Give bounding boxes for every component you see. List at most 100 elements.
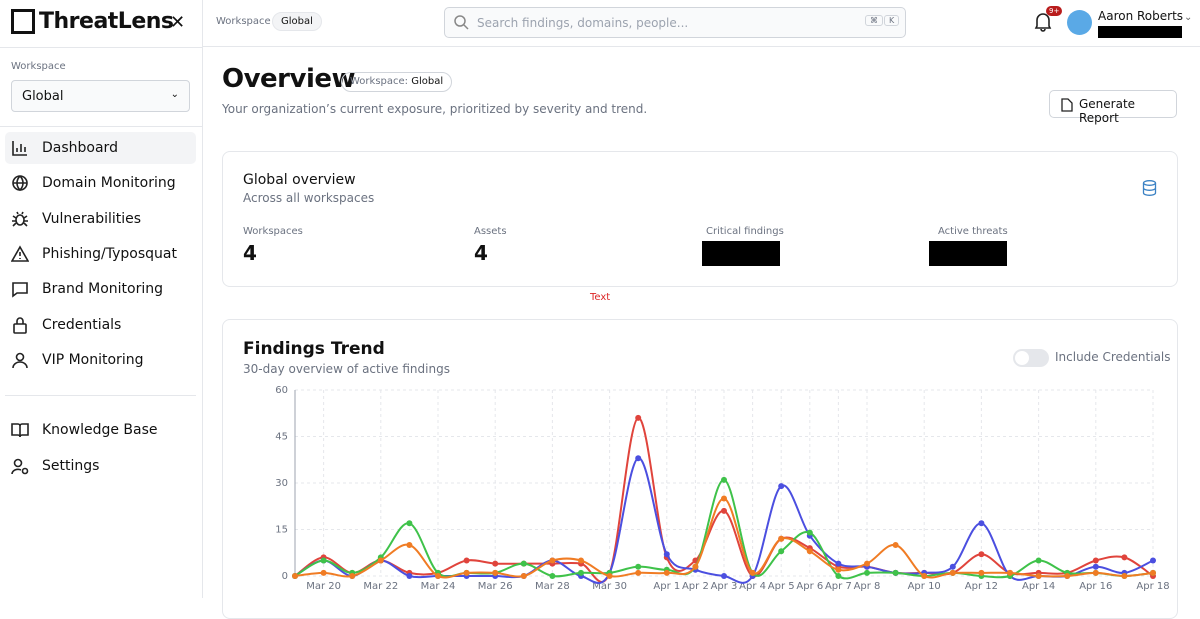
stat-label: Active threats <box>938 226 1008 237</box>
data-point <box>835 566 842 573</box>
data-point <box>1150 557 1156 564</box>
x-tick-label: Apr 16 <box>1079 581 1112 592</box>
stat-label: Critical findings <box>706 226 784 237</box>
kbd: K <box>884 15 900 26</box>
redacted <box>1098 26 1182 38</box>
workspace-badge: Workspace: Global <box>341 72 453 92</box>
data-point <box>1035 573 1042 579</box>
data-point <box>406 573 413 579</box>
nav-item[interactable]: Brand Monitoring <box>5 273 196 305</box>
search-icon <box>454 15 469 30</box>
badge-label: Workspace: <box>350 76 409 87</box>
data-point <box>578 557 584 564</box>
nav-item[interactable]: Domain Monitoring <box>5 167 196 199</box>
card-subtitle: 30-day overview of active findings <box>243 362 450 376</box>
nav-item[interactable]: VIP Monitoring <box>5 344 196 376</box>
data-point <box>721 476 727 483</box>
badge-value: Global <box>411 76 444 87</box>
x-tick-label: Mar 24 <box>421 581 456 592</box>
x-tick-label: Mar 20 <box>306 581 341 592</box>
breadcrumb-chip[interactable]: Global <box>272 12 322 31</box>
x-tick-label: Apr 4 <box>739 581 766 592</box>
stat-value: 4 <box>474 241 488 265</box>
data-point <box>835 560 842 567</box>
data-point <box>349 573 356 579</box>
data-point <box>406 542 413 548</box>
logo[interactable]: ThreatLens <box>11 9 174 34</box>
data-point <box>864 560 870 567</box>
data-point <box>549 573 556 579</box>
data-point <box>406 520 413 527</box>
data-point <box>778 535 785 542</box>
sidebar: ThreatLens ✕ Workspace Global ⌄ Dashboard… <box>0 0 203 598</box>
data-point <box>978 551 985 558</box>
data-point <box>292 573 298 579</box>
data-point <box>1092 557 1099 564</box>
x-tick-label: Apr 1 <box>653 581 680 592</box>
x-tick-label: Apr 18 <box>1136 581 1169 592</box>
x-tick-label: Apr 7 <box>825 581 852 592</box>
data-point <box>778 548 785 555</box>
select-value: Global <box>22 89 64 104</box>
nav-label: Brand Monitoring <box>42 281 164 298</box>
data-point <box>864 569 870 576</box>
generate-report-button[interactable]: Generate Report <box>1049 90 1177 125</box>
nav-item[interactable]: Credentials <box>5 309 196 341</box>
chevron[interactable]: ⌄ <box>1184 12 1193 23</box>
breadcrumb-label: Workspace <box>216 16 271 27</box>
workspace-label: Workspace <box>11 61 66 72</box>
data-point <box>921 573 928 579</box>
logo-mark <box>11 9 35 34</box>
close-button[interactable]: ✕ <box>170 12 186 33</box>
divider <box>0 47 203 48</box>
data-point <box>635 569 642 576</box>
data-point <box>949 569 956 576</box>
x-tick-label: Apr 2 <box>682 581 709 592</box>
nav-item[interactable]: Vulnerabilities <box>5 203 196 235</box>
nav-label: Dashboard <box>42 140 118 156</box>
x-tick-label: Apr 14 <box>1022 581 1055 592</box>
nav-item[interactable]: Settings <box>5 450 196 482</box>
data-point <box>1035 557 1042 564</box>
nav-icon <box>12 141 27 156</box>
nav-item[interactable]: Knowledge Base <box>5 414 196 446</box>
nav-icon <box>11 245 29 262</box>
chevron: ⌄ <box>170 89 179 100</box>
nav-icon <box>12 211 28 227</box>
data-point <box>1064 573 1071 579</box>
data-point <box>892 569 899 576</box>
data-point <box>435 573 441 579</box>
data-point <box>1121 573 1128 579</box>
logo-text: ThreatLens <box>39 9 174 34</box>
nav-label: Knowledge Base <box>42 422 158 438</box>
nav-icon <box>12 282 28 298</box>
chart: 0 15 30 45 60 Mar 20 Mar 22 Mar 24 Mar 26 Mar 28 M… <box>275 385 1169 592</box>
bell-icon[interactable] <box>1034 12 1052 32</box>
redacted <box>929 241 1007 266</box>
data-point <box>806 529 813 536</box>
nav-item[interactable]: Phishing/Typosquat <box>5 238 196 270</box>
data-point <box>635 563 642 570</box>
nav-icon <box>11 423 29 438</box>
x-tick-label: Mar 26 <box>478 581 513 592</box>
data-point <box>949 563 956 570</box>
search-placeholder: Search findings, domains, people... <box>477 16 689 30</box>
workspace-select[interactable]: Global ⌄ <box>11 80 190 112</box>
search-box[interactable]: Search findings, domains, people... ⌘ K <box>444 7 906 38</box>
redacted <box>702 241 780 266</box>
avatar[interactable] <box>1067 10 1092 35</box>
page-subtitle: Your organization’s current exposure, pr… <box>222 102 648 116</box>
x-tick-label: Apr 3 <box>711 581 738 592</box>
kbd: ⌘ <box>865 15 883 26</box>
file-icon <box>1061 98 1073 112</box>
x-tick-label: Apr 8 <box>854 581 881 592</box>
nav-item[interactable]: Dashboard <box>5 132 196 164</box>
data-point <box>1121 554 1128 561</box>
nav-icon <box>12 352 28 368</box>
y-tick-label: 45 <box>275 432 288 443</box>
data-point <box>1150 569 1156 576</box>
toggle[interactable] <box>1013 349 1049 367</box>
nav-label: VIP Monitoring <box>42 351 144 368</box>
card-title: Global overview <box>243 172 356 188</box>
